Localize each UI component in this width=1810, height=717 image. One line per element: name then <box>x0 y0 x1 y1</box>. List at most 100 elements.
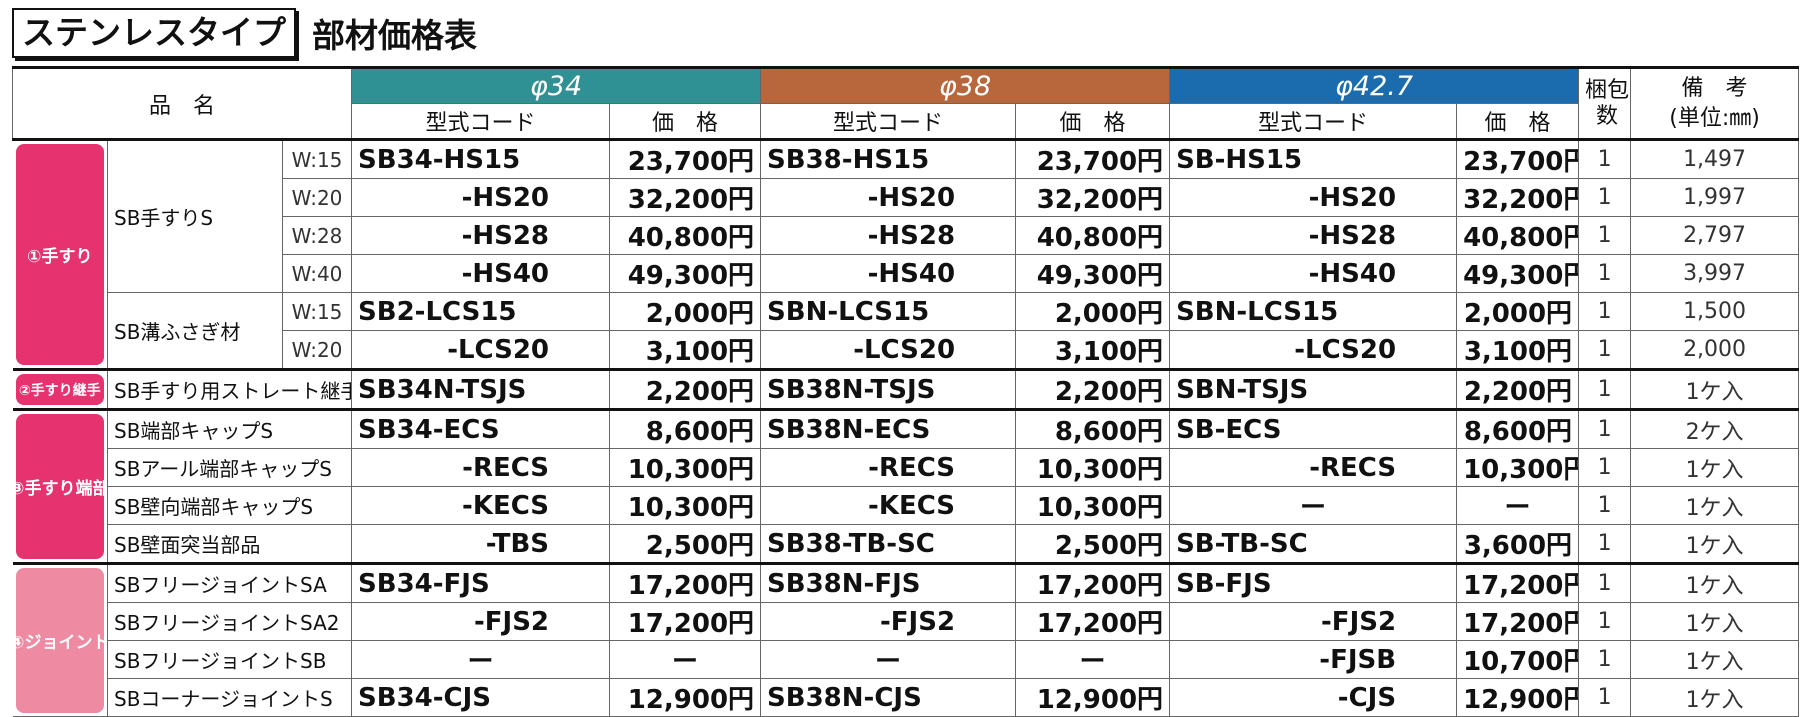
qty-header-text: 梱包数 <box>1585 77 1630 129</box>
price: 2,500円 <box>609 524 762 564</box>
group-header: φ42.7 <box>1169 66 1580 104</box>
price: 32,200円 <box>609 178 762 217</box>
note: 1ケ入 <box>1630 678 1800 717</box>
model-code: SB34-HS15 <box>351 138 611 179</box>
price: 2,000円 <box>1456 292 1580 331</box>
section-label: ③手すり端部 <box>13 414 107 559</box>
qty: 1 <box>1578 408 1632 449</box>
note: 1,500 <box>1630 292 1800 331</box>
model-code: -LCS20 <box>351 330 611 370</box>
model-code: -HS40 <box>351 254 611 293</box>
note-header: 備 考 (単位:㎜) <box>1630 66 1800 140</box>
price: 17,200円 <box>609 602 762 641</box>
model-code: -CJS <box>1169 678 1458 717</box>
note: 1ケ入 <box>1630 368 1800 410</box>
note: 2,797 <box>1630 216 1800 255</box>
section-label-cell: ②手すり継手 <box>12 368 108 410</box>
width: W:20 <box>281 330 353 370</box>
model-code: SB38N-ECS <box>760 408 1017 449</box>
note-unit: (単位:㎜) <box>1669 105 1760 131</box>
model-code: SBN-LCS15 <box>1169 292 1458 331</box>
price: 17,200円 <box>1015 562 1171 603</box>
price-header: 価 格 <box>609 103 762 140</box>
model-code: -KECS <box>351 486 611 525</box>
note: 1ケ入 <box>1630 524 1800 564</box>
item-name: SBフリージョイントSA2 <box>107 602 353 641</box>
qty: 1 <box>1578 486 1632 525</box>
price: 40,800円 <box>609 216 762 255</box>
model-code: -FJS2 <box>760 602 1017 641</box>
note: 1ケ入 <box>1630 602 1800 641</box>
model-code: SB34-CJS <box>351 678 611 717</box>
item-name: SB壁面突当部品 <box>107 524 353 564</box>
note: 2,000 <box>1630 330 1800 370</box>
price: 32,200円 <box>1015 178 1171 217</box>
qty: 1 <box>1578 330 1632 370</box>
price: 3,100円 <box>609 330 762 370</box>
qty: 1 <box>1578 216 1632 255</box>
header-row: 品 名 φ34 φ38 φ42.7 梱包数 備 考 (単位:㎜) <box>11 66 1800 140</box>
qty-header: 梱包数 <box>1578 66 1632 140</box>
note: 1,497 <box>1630 138 1800 179</box>
table-row: SBフリージョイントSB ーーーー -FJSB 10,700円 1 1ケ入 <box>13 640 1800 679</box>
note: 2ケ入 <box>1630 408 1800 449</box>
item-name: SB壁向端部キャップS <box>107 486 353 525</box>
qty: 1 <box>1578 178 1632 217</box>
model-code: SB38N-CJS <box>760 678 1017 717</box>
section-label-cell: ④ジョイント <box>12 562 108 717</box>
item-name: SBフリージョイントSB <box>107 640 353 679</box>
table-row: SB壁向端部キャップS -KECS 10,300円 -KECS 10,300円ーー 1 1ケ… <box>13 486 1800 525</box>
price: 49,300円 <box>1456 254 1580 293</box>
price: 12,900円 <box>609 678 762 717</box>
price: 3,100円 <box>1456 330 1580 370</box>
price: 32,200円 <box>1456 178 1580 217</box>
header-title: 部材価格表 <box>312 16 477 55</box>
item-name: SB溝ふさぎ材 <box>107 292 283 370</box>
qty: 1 <box>1578 524 1632 564</box>
price: 23,700円 <box>609 138 762 179</box>
note: 1ケ入 <box>1630 640 1800 679</box>
price: 8,600円 <box>609 408 762 449</box>
table-row: ④ジョイント SBフリージョイントSA SB34-FJS 17,200円 SB38N-F… <box>12 562 1800 717</box>
table-row: W:40 -HS40 49,300円 -HS40 49,300円 -HS40 49,300円… <box>13 254 1800 293</box>
model-code: -HS28 <box>760 216 1017 255</box>
price: 8,600円 <box>1015 408 1171 449</box>
price: ー <box>1015 640 1171 679</box>
qty: 1 <box>1578 138 1632 179</box>
model-code: SB34-FJS <box>351 562 611 603</box>
price: 10,300円 <box>1015 486 1171 525</box>
model-code: -HS28 <box>1169 216 1458 255</box>
model-code: -LCS20 <box>1169 330 1458 370</box>
model-code: -LCS20 <box>760 330 1017 370</box>
price: 8,600円 <box>1456 408 1580 449</box>
price: 12,900円 <box>1456 678 1580 717</box>
price: 10,300円 <box>1456 448 1580 487</box>
table-row: SBアール端部キャップS -RECS 10,300円 -RECS 10,300円 -REC… <box>13 448 1800 487</box>
model-code: ー <box>760 640 1017 679</box>
table-row: W:28 -HS28 40,800円 -HS28 40,800円 -HS28 40,800円… <box>13 216 1800 255</box>
table-row: ②手すり継手 SB手すり用ストレート継手 SB34N-TSJS 2,200円 SB38N… <box>12 368 1800 410</box>
qty: 1 <box>1578 602 1632 641</box>
table-row: SBフリージョイントSA2 -FJS2 17,200円 -FJS2 17,200円 -FJ… <box>13 602 1800 641</box>
header-label: ステンレスタイプ <box>12 8 296 58</box>
item-name: SBコーナージョイントS <box>107 678 353 717</box>
price: 10,300円 <box>609 448 762 487</box>
model-code: -FJSB <box>1169 640 1458 679</box>
code-header: 型式コード <box>760 103 1017 140</box>
model-code: SB-HS15 <box>1169 138 1458 179</box>
price: 23,700円 <box>1456 138 1580 179</box>
item-name: SB手すり用ストレート継手 <box>107 368 353 410</box>
qty: 1 <box>1578 448 1632 487</box>
price: 3,100円 <box>1015 330 1171 370</box>
table-row: ①手すり SB手すりS W:15 SB34-HS15 23,700円 SB38-HS15 2… <box>12 138 1800 370</box>
model-code: -KECS <box>760 486 1017 525</box>
note: 3,997 <box>1630 254 1800 293</box>
width: W:15 <box>281 292 353 331</box>
code-header: 型式コード <box>351 103 611 140</box>
price: 12,900円 <box>1015 678 1171 717</box>
price: 2,200円 <box>1015 368 1171 410</box>
qty: 1 <box>1578 562 1632 603</box>
price: 17,200円 <box>1456 562 1580 603</box>
group-header: φ38 <box>760 66 1171 104</box>
model-code: SBN-LCS15 <box>760 292 1017 331</box>
